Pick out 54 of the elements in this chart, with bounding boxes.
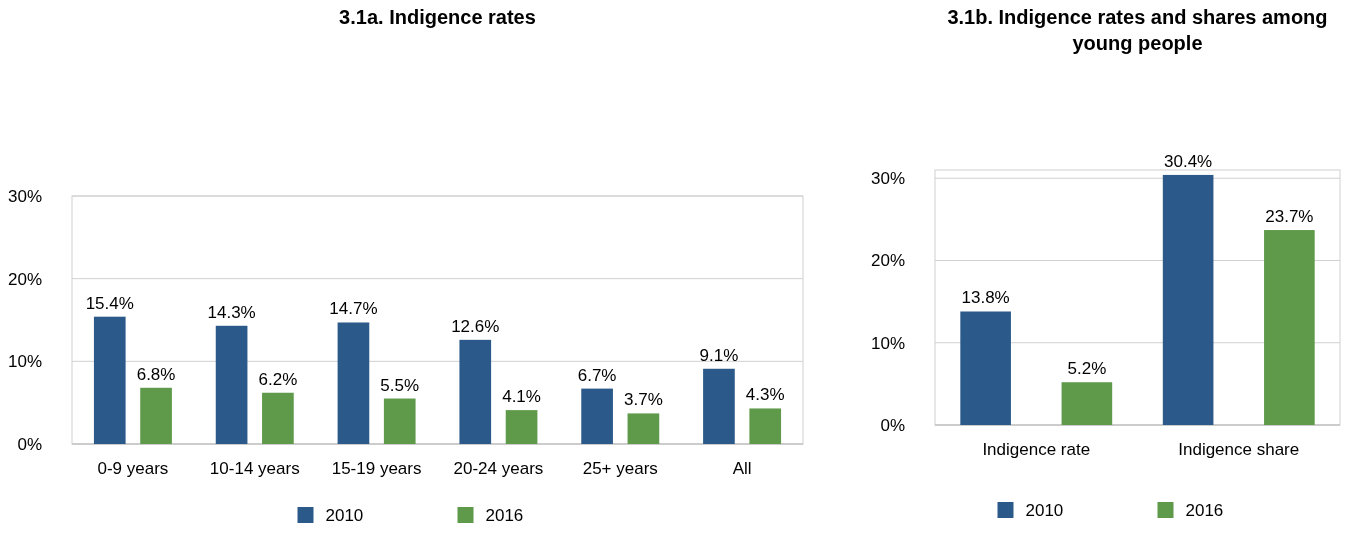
data-label: 12.6% [451, 316, 500, 336]
data-label: 6.7% [577, 365, 617, 385]
bar [383, 398, 416, 444]
x-tick-label: All [732, 459, 752, 478]
x-tick-label: 10-14 years [209, 459, 300, 478]
x-tick-label: 0-9 years [97, 459, 169, 478]
bar [262, 392, 294, 444]
legend-label: 2016 [1185, 501, 1224, 520]
data-label: 5.2% [1067, 359, 1107, 379]
data-label: 5.5% [380, 375, 420, 395]
bar [749, 408, 782, 444]
data-label: 15.4% [85, 293, 134, 313]
y-tick-label: 10% [870, 333, 905, 353]
y-tick-label: 0% [17, 434, 42, 454]
legend-label: 2010 [1025, 501, 1064, 520]
data-label: 14.3% [207, 302, 256, 322]
data-label: 14.7% [329, 299, 378, 319]
data-label: 6.8% [136, 364, 176, 384]
bar [459, 339, 492, 444]
legend-label: 2016 [485, 506, 524, 525]
y-tick-label: 10% [7, 352, 42, 372]
bar [93, 316, 126, 444]
x-tick-label: 25+ years [582, 459, 658, 478]
x-tick-label: 20-24 years [453, 459, 544, 478]
bar [960, 311, 1011, 425]
data-label: 3.7% [624, 390, 663, 410]
data-label: 9.1% [699, 345, 739, 365]
x-tick-label: 15-19 years [331, 459, 422, 478]
bar [140, 387, 172, 444]
y-tick-label: 0% [880, 415, 905, 435]
bar [1162, 174, 1214, 425]
data-label: 6.2% [258, 369, 298, 389]
bar [581, 388, 613, 444]
chart-title: 3.1a. Indigence rates [339, 6, 536, 28]
bar [627, 413, 660, 444]
y-tick-label: 20% [870, 251, 905, 271]
bar [505, 410, 538, 444]
x-tick-label: Indigence rate [982, 440, 1091, 459]
data-label: 23.7% [1265, 207, 1314, 227]
legend-label: 2010 [325, 506, 364, 525]
bar [1264, 230, 1315, 425]
x-tick-label: Indigence share [1178, 440, 1300, 459]
bar [1061, 382, 1113, 425]
y-tick-label: 30% [870, 169, 905, 189]
bar [337, 322, 370, 444]
y-tick-label: 30% [7, 186, 42, 206]
data-label: 4.1% [502, 387, 541, 407]
data-label: 30.4% [1164, 151, 1213, 171]
y-tick-label: 20% [7, 269, 42, 289]
bar [215, 325, 248, 444]
chart-title: 3.1b. Indigence rates and shares among young people [947, 6, 1328, 54]
data-label: 4.3% [745, 385, 785, 405]
data-label: 13.8% [961, 288, 1010, 308]
bar [703, 368, 735, 444]
